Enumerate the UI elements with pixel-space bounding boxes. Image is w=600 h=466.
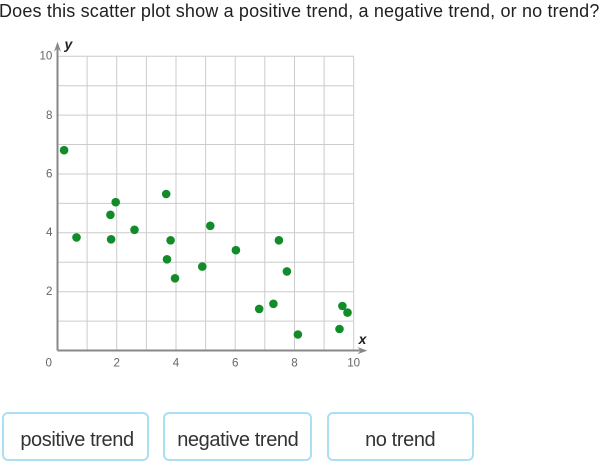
svg-text:8: 8 <box>46 109 52 122</box>
svg-text:6: 6 <box>232 356 238 369</box>
svg-text:2: 2 <box>46 285 52 298</box>
svg-text:4: 4 <box>46 226 53 239</box>
svg-text:4: 4 <box>173 356 180 369</box>
svg-text:2: 2 <box>113 356 119 369</box>
svg-text:6: 6 <box>46 168 52 181</box>
svg-text:8: 8 <box>291 356 297 369</box>
svg-text:x: x <box>358 331 368 347</box>
svg-text:y: y <box>64 36 74 52</box>
svg-text:10: 10 <box>39 50 52 63</box>
svg-text:10: 10 <box>347 356 360 369</box>
svg-text:0: 0 <box>45 356 51 369</box>
